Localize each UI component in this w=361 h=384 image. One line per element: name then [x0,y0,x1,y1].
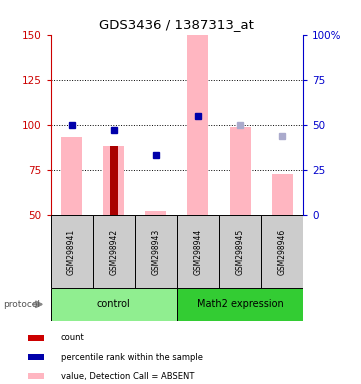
Text: value, Detection Call = ABSENT: value, Detection Call = ABSENT [61,372,194,381]
Text: control: control [97,299,131,310]
Bar [28,335,44,341]
Bar [51,288,177,321]
Text: GSM298941: GSM298941 [67,228,76,275]
Text: Math2 expression: Math2 expression [197,299,283,310]
Bar [28,354,44,360]
Bar [219,215,261,288]
Bar [145,212,166,215]
Bar [261,215,303,288]
Bar [28,373,44,379]
Text: GSM298946: GSM298946 [278,228,287,275]
Text: count: count [61,333,85,343]
Text: percentile rank within the sample: percentile rank within the sample [61,353,203,362]
Text: GSM298942: GSM298942 [109,228,118,275]
Bar [110,146,117,215]
Bar [187,35,208,215]
Text: GSM298943: GSM298943 [151,228,160,275]
Bar [135,215,177,288]
Text: GSM298945: GSM298945 [236,228,244,275]
Bar [177,288,303,321]
Text: GSM298944: GSM298944 [193,228,203,275]
Bar [103,146,124,215]
Bar [177,215,219,288]
Bar [230,127,251,215]
Bar [93,215,135,288]
Bar [51,215,93,288]
Title: GDS3436 / 1387313_at: GDS3436 / 1387313_at [99,18,255,31]
Bar [271,174,293,215]
Bar [61,137,82,215]
Text: protocol: protocol [4,300,40,309]
